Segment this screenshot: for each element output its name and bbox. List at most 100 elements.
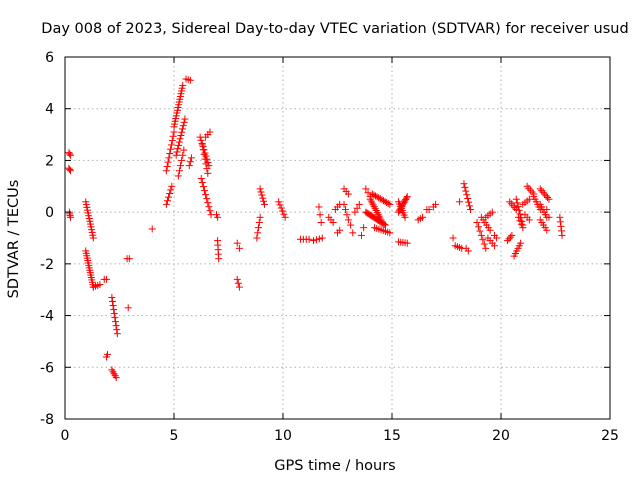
data-point bbox=[517, 220, 525, 228]
data-point bbox=[516, 217, 524, 225]
y-tick-label: 0 bbox=[45, 205, 54, 221]
data-point bbox=[362, 185, 370, 193]
y-tick-label: -8 bbox=[40, 412, 54, 428]
data-point bbox=[465, 198, 473, 206]
data-point bbox=[198, 179, 206, 187]
data-point bbox=[456, 198, 464, 206]
data-point bbox=[187, 154, 195, 162]
data-point bbox=[344, 216, 352, 224]
data-point bbox=[558, 231, 566, 239]
data-point bbox=[178, 156, 186, 164]
data-point bbox=[206, 128, 214, 136]
data-point bbox=[104, 350, 112, 358]
data-point bbox=[386, 229, 394, 237]
data-point bbox=[66, 150, 74, 158]
data-point bbox=[482, 244, 490, 252]
data-point bbox=[276, 201, 284, 209]
data-point bbox=[312, 236, 320, 244]
data-point bbox=[543, 226, 551, 234]
data-point bbox=[462, 187, 470, 195]
axis-ticks bbox=[64, 56, 611, 420]
data-point bbox=[280, 210, 288, 218]
data-point bbox=[466, 202, 474, 210]
data-point bbox=[257, 188, 265, 196]
data-point bbox=[199, 146, 207, 154]
data-point bbox=[512, 195, 520, 203]
data-point bbox=[215, 255, 223, 263]
data-point bbox=[175, 141, 183, 149]
data-point bbox=[110, 310, 118, 318]
data-point bbox=[336, 226, 344, 234]
data-point bbox=[174, 145, 182, 153]
data-point bbox=[201, 149, 209, 157]
data-point bbox=[479, 236, 487, 244]
data-point bbox=[112, 322, 120, 330]
data-point bbox=[557, 222, 565, 230]
grid-lines bbox=[65, 57, 610, 419]
data-point bbox=[514, 213, 522, 221]
data-point bbox=[432, 200, 440, 208]
data-point bbox=[277, 204, 285, 212]
data-point bbox=[180, 146, 188, 154]
data-point bbox=[164, 158, 172, 166]
data-point bbox=[179, 122, 187, 130]
data-point bbox=[201, 155, 209, 163]
data-point bbox=[166, 190, 174, 198]
data-point bbox=[186, 76, 194, 84]
data-point bbox=[463, 191, 471, 199]
data-point bbox=[202, 160, 210, 168]
data-point bbox=[556, 213, 564, 221]
data-point bbox=[526, 186, 534, 194]
data-point bbox=[185, 162, 193, 170]
data-point bbox=[177, 132, 185, 140]
data-point bbox=[474, 223, 482, 231]
data-point bbox=[506, 233, 514, 241]
data-point bbox=[545, 195, 553, 203]
data-point bbox=[102, 275, 110, 283]
y-tick-label: 2 bbox=[45, 153, 54, 169]
data-point bbox=[260, 200, 268, 208]
data-point bbox=[505, 235, 513, 243]
data-point bbox=[464, 194, 472, 202]
data-point bbox=[486, 226, 494, 234]
data-point bbox=[203, 195, 211, 203]
data-point bbox=[167, 186, 175, 194]
data-point bbox=[176, 135, 184, 143]
data-point bbox=[517, 239, 525, 247]
data-point bbox=[108, 297, 116, 305]
data-point bbox=[256, 185, 264, 193]
data-point bbox=[181, 115, 189, 123]
data-point bbox=[449, 234, 457, 242]
data-point bbox=[519, 224, 527, 232]
data-point bbox=[402, 194, 410, 202]
data-point bbox=[167, 141, 175, 149]
data-point bbox=[199, 183, 207, 191]
data-point bbox=[315, 203, 323, 211]
data-point bbox=[544, 193, 552, 201]
data-point bbox=[513, 199, 521, 207]
data-point bbox=[163, 162, 171, 170]
data-point bbox=[108, 293, 116, 301]
data-point bbox=[179, 125, 187, 133]
data-point bbox=[200, 150, 208, 158]
data-point bbox=[109, 302, 117, 310]
data-point bbox=[255, 218, 263, 226]
data-point bbox=[167, 145, 175, 153]
data-point bbox=[259, 194, 267, 202]
data-point bbox=[172, 151, 180, 159]
x-tick-label: 0 bbox=[61, 428, 70, 444]
y-tick-label: -4 bbox=[40, 309, 54, 325]
data-point bbox=[344, 190, 352, 198]
data-point bbox=[202, 191, 210, 199]
data-point bbox=[204, 199, 212, 207]
y-tick-label: -2 bbox=[40, 257, 54, 273]
data-point bbox=[317, 218, 325, 226]
data-point bbox=[542, 192, 550, 200]
data-point bbox=[507, 200, 515, 208]
data-point bbox=[310, 237, 318, 245]
data-point bbox=[364, 189, 372, 197]
data-point bbox=[464, 247, 472, 255]
data-point bbox=[234, 279, 242, 287]
data-point bbox=[197, 175, 205, 183]
data-point bbox=[180, 118, 188, 126]
